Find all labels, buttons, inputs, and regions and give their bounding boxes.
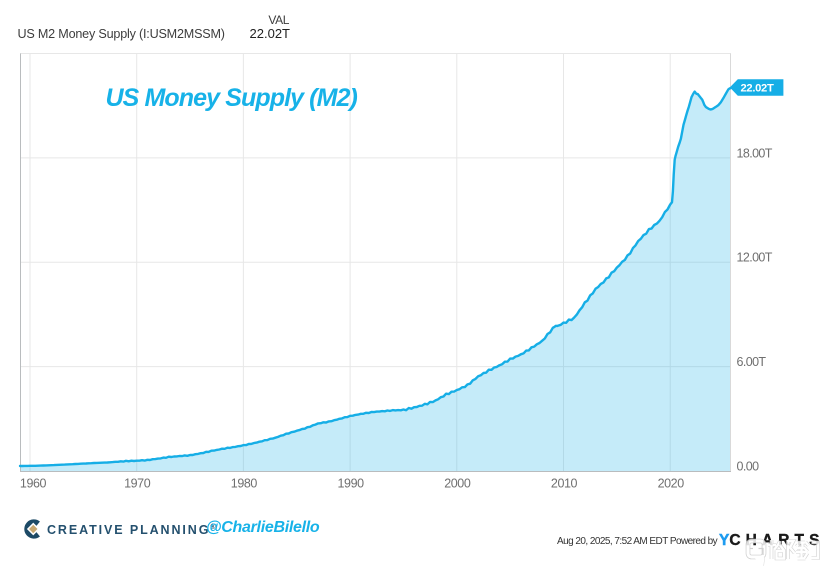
svg-text:1960: 1960 (20, 477, 47, 491)
svg-text:2020: 2020 (658, 477, 685, 491)
svg-text:1970: 1970 (124, 477, 151, 491)
svg-text:1980: 1980 (231, 477, 258, 491)
svg-text:18.00T: 18.00T (737, 146, 773, 160)
svg-text:1990: 1990 (337, 477, 364, 491)
svg-text:22.02T: 22.02T (740, 83, 773, 95)
svg-text:2000: 2000 (444, 477, 471, 491)
svg-text:2010: 2010 (551, 477, 578, 491)
svg-text:6.00T: 6.00T (737, 355, 767, 369)
svg-text:12.00T: 12.00T (737, 251, 773, 265)
svg-text:0.00: 0.00 (737, 459, 760, 473)
